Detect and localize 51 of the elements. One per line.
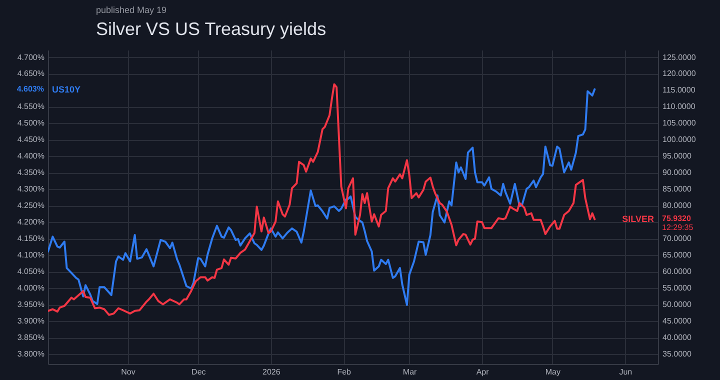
y2-tick-label: 45.0000: [662, 316, 692, 326]
y2-tick-label: 40.0000: [662, 333, 692, 342]
y2-tick-label: 125.0000: [662, 52, 696, 62]
text: US10Y: [52, 84, 81, 94]
y2-tick-label: 105.0000: [662, 118, 696, 128]
text: 12:29:35: [662, 223, 694, 232]
x-tick-label: Nov: [121, 368, 136, 376]
y-tick-label: 4.050%: [17, 267, 44, 276]
y2-tick-label: 60.0000: [662, 267, 692, 276]
text: SILVER: [622, 214, 654, 224]
text: 75.9320: [662, 214, 692, 224]
y-tick-label: 3.950%: [17, 300, 44, 310]
y-tick-label: 4.300%: [17, 184, 44, 194]
y2-tick-label: 80.0000: [662, 201, 692, 210]
y-tick-label: 4.200%: [17, 218, 44, 227]
y-tick-label: 4.350%: [17, 168, 44, 178]
y2-tick-label: 65.0000: [662, 250, 692, 260]
x-tick-label: Mar: [402, 368, 418, 376]
chart-subtitle: published May 19: [96, 5, 167, 15]
chart-title: Silver VS US Treasury yields: [96, 19, 326, 39]
y-tick-label: 4.450%: [17, 135, 44, 144]
y-tick-label: 4.700%: [17, 52, 44, 62]
y2-tick-label: 115.0000: [662, 86, 696, 95]
y-tick-label: 3.850%: [17, 333, 44, 342]
x-tick-label: Feb: [337, 368, 352, 376]
y-tick-label: 3.900%: [17, 316, 44, 326]
text: 4.603%: [16, 84, 44, 94]
x-tick-label: Apr: [476, 368, 490, 376]
y2-tick-label: 55.0000: [662, 284, 692, 293]
y-tick-label: 4.150%: [17, 234, 44, 244]
y-tick-label: 4.650%: [17, 69, 44, 78]
x-tick-label: May: [545, 368, 560, 376]
y2-tick-label: 90.0000: [662, 168, 692, 178]
y-tick-label: 4.000%: [17, 284, 44, 293]
x-tick-label: Dec: [192, 368, 206, 376]
y2-tick-label: 95.0000: [662, 152, 692, 161]
x-tick-label: Jun: [619, 368, 632, 376]
y-tick-label: 4.250%: [17, 201, 44, 210]
y2-tick-label: 110.0000: [662, 102, 696, 112]
y2-tick-label: 100.0000: [662, 135, 696, 144]
x-tick-label: 2026: [262, 368, 281, 376]
y2-tick-label: 35.0000: [662, 350, 692, 359]
y2-tick-label: 70.0000: [662, 234, 692, 244]
y2-tick-label: 50.0000: [662, 300, 692, 310]
y-tick-label: 4.500%: [17, 118, 44, 128]
y2-tick-label: 85.0000: [662, 184, 692, 194]
y-tick-label: 4.400%: [17, 152, 44, 161]
y-tick-label: 3.800%: [17, 350, 44, 359]
y2-tick-label: 120.0000: [662, 69, 696, 78]
y-tick-label: 4.100%: [17, 250, 44, 260]
y-tick-label: 4.550%: [17, 102, 44, 112]
